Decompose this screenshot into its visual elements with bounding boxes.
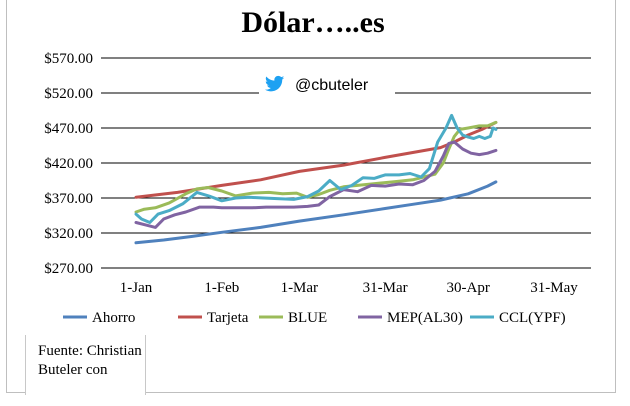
source-note: Fuente: Christian Buteler con <box>38 343 142 378</box>
x-axis-tick-labels: 1-Jan 1-Feb 1-Mar 31-Mar 30-Apr 31-May <box>120 280 578 296</box>
chart-frame: Dólar…..es $270.00 $320.00 $370.00 $420.00 $… <box>6 0 616 395</box>
legend-item: Tarjeta <box>178 310 249 326</box>
x-tick-label: 1-Feb <box>204 280 239 296</box>
x-tick-label: 1-Mar <box>281 280 319 296</box>
legend: Ahorro Tarjeta BLUE MEP(AL30) CCL(YPF) <box>63 310 566 326</box>
legend-item: Ahorro <box>63 310 135 326</box>
y-tick-label: $270.00 <box>44 261 93 277</box>
series-line-tarjeta <box>134 120 498 199</box>
y-tick-label: $370.00 <box>44 191 93 207</box>
legend-item: CCL(YPF) <box>470 310 566 326</box>
legend-label: MEP(AL30) <box>387 310 463 326</box>
series-line-mep-al30- <box>134 140 498 229</box>
x-tick-label: 31-Mar <box>363 280 408 296</box>
y-tick-label: $570.00 <box>44 51 93 67</box>
source-note-box: Fuente: Christian Buteler con <box>25 335 146 395</box>
legend-label: CCL(YPF) <box>499 310 566 326</box>
y-tick-label: $520.00 <box>44 86 93 102</box>
legend-label: Tarjeta <box>207 310 249 326</box>
chart-title: Dólar…..es <box>241 6 384 39</box>
x-tick-label: 30-Apr <box>447 280 490 296</box>
series-line-ccl-ypf- <box>134 113 498 224</box>
y-axis-tick-labels: $270.00 $320.00 $370.00 $420.00 $470.00 $520.… <box>44 51 93 277</box>
legend-label: Ahorro <box>92 310 135 326</box>
data-series <box>134 113 498 245</box>
y-tick-label: $320.00 <box>44 226 93 242</box>
series-line-ahorro <box>134 180 498 245</box>
twitter-bird-icon <box>265 75 285 92</box>
line-chart: Dólar…..es $270.00$320.00$370.00$420.00$… <box>44 6 591 326</box>
legend-item: MEP(AL30) <box>358 310 463 326</box>
legend-label: BLUE <box>288 310 327 326</box>
x-tick-label: 31-May <box>530 280 578 296</box>
watermark-handle: @cbuteler <box>295 77 369 94</box>
legend-item: BLUE <box>259 310 327 326</box>
watermark: @cbuteler <box>259 68 395 98</box>
x-tick-label: 1-Jan <box>120 280 153 296</box>
y-tick-label: $420.00 <box>44 156 93 172</box>
series-line-blue <box>134 120 498 214</box>
y-tick-label: $470.00 <box>44 121 93 137</box>
